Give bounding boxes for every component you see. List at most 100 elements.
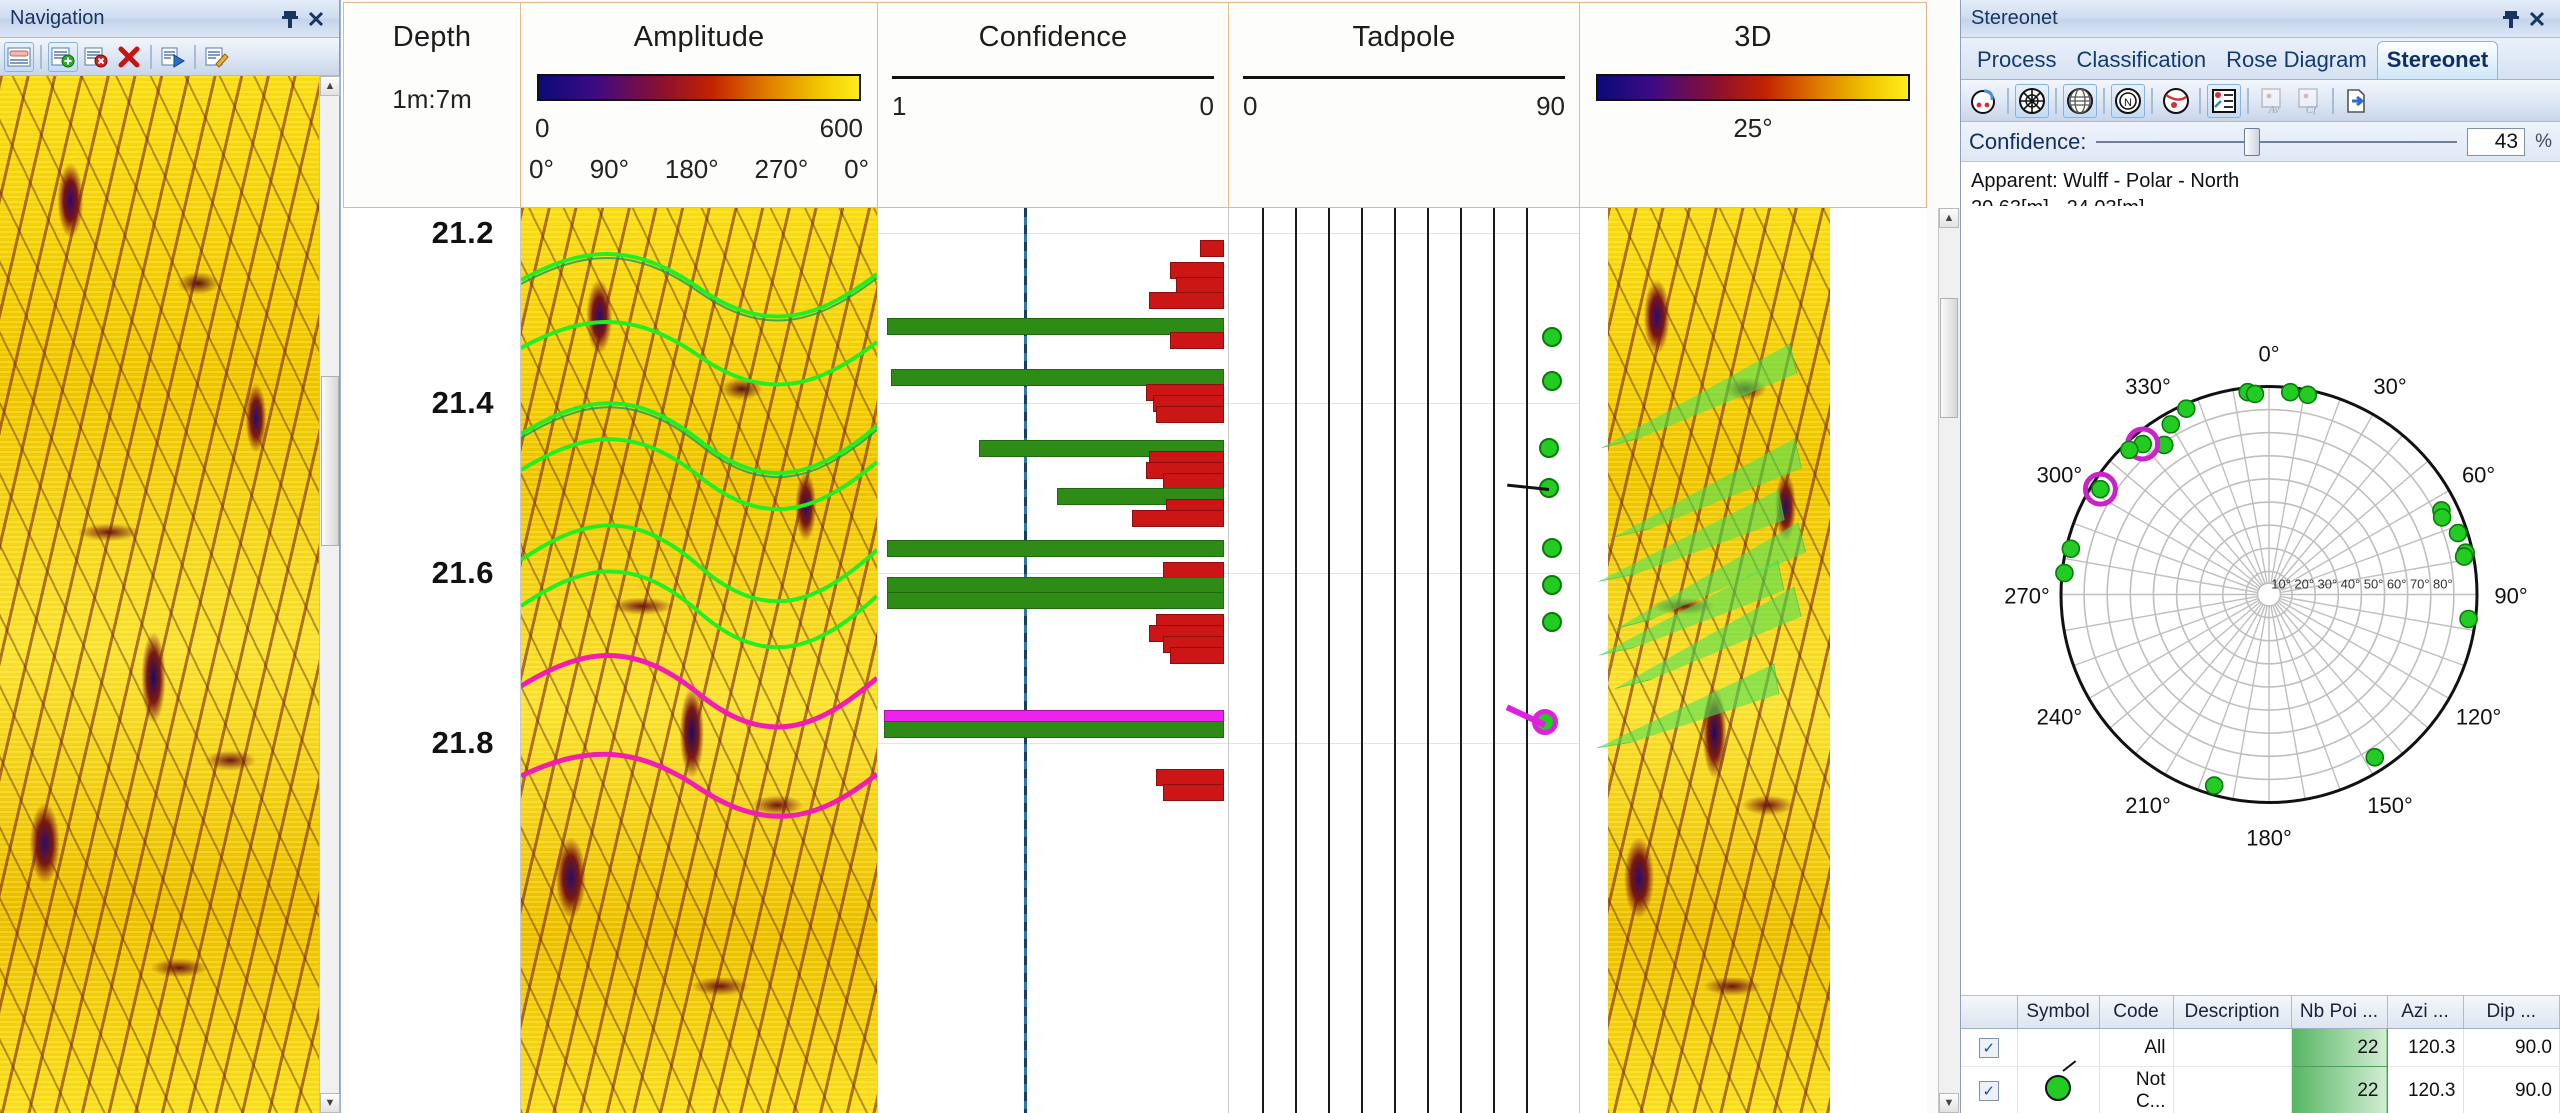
north-circle-icon[interactable]: N [2111,83,2145,118]
navigation-scrollbar[interactable]: ▲ ▼ [319,76,340,1113]
tadpole-point[interactable] [1542,537,1563,558]
stereonet-data-table[interactable]: Symbol Code Description Nb Poi ... Azi .… [1961,995,2560,1113]
stereonet-point-selected-ring[interactable] [2082,471,2118,507]
scroll-up-icon[interactable]: ▲ [320,76,340,96]
close-icon[interactable] [2524,6,2550,32]
threed-track[interactable] [1579,208,1927,1113]
stereonet-point[interactable] [2298,385,2318,405]
stereonet-point[interactable] [2120,440,2139,460]
tadpole-point[interactable] [1542,371,1563,392]
confidence-bar[interactable] [887,539,1224,557]
globe-net-icon[interactable] [2063,83,2097,118]
stereonet-point[interactable] [2432,508,2452,527]
track-header-confidence[interactable]: Confidence 1 0 [877,2,1229,208]
th-code[interactable]: Code [2099,996,2174,1029]
table-row[interactable]: ✓ All 22 120.3 90.0 [1961,1028,2560,1067]
log-scroll-thumb[interactable] [1940,298,1958,418]
stereonet-point[interactable] [2161,415,2181,434]
stereonet-ball-icon[interactable] [1967,84,2001,118]
navigation-scroll-thumb[interactable] [321,376,339,546]
stereonet-point[interactable] [2280,382,2300,402]
confidence-value-box[interactable]: 43 [2467,127,2526,156]
track-header-depth[interactable]: Depth 1m:7m [343,2,521,208]
delete-log-button[interactable] [81,42,111,72]
stereonet-point[interactable] [2055,563,2074,583]
confidence-slider[interactable] [2096,127,2458,157]
stereonet-point[interactable] [2459,609,2478,629]
stereonet-spoke [2279,597,2465,667]
confidence-bar[interactable] [1169,647,1224,665]
tadpole-max-label: 90 [1536,91,1565,121]
log-scroll-up-icon[interactable]: ▲ [1939,208,1959,228]
navigation-borehole-image[interactable] [0,76,320,1113]
stereonet-spoke [2232,605,2268,800]
amplitude-track[interactable] [520,208,878,1113]
tab-rose-diagram[interactable]: Rose Diagram [2226,47,2367,72]
scroll-down-icon[interactable]: ▼ [320,1093,340,1113]
table-row[interactable]: ✓ Not C... 22 120.3 90.0 [1961,1066,2560,1113]
th-description[interactable]: Description [2173,996,2292,1029]
stereonet-point[interactable] [2204,776,2224,795]
play-log-button[interactable] [158,42,188,72]
confidence-bar[interactable] [1200,239,1224,257]
density-ball-icon[interactable] [2159,84,2193,118]
th-symbol[interactable]: Symbol [2017,996,2100,1029]
close-icon[interactable] [303,6,329,32]
tadpole-point[interactable] [1538,437,1559,458]
red-x-icon[interactable] [114,42,144,72]
sinusoid-pick [521,252,877,319]
track-header-3d[interactable]: 3D 25° [1579,2,1927,208]
tadpole-track[interactable] [1228,208,1580,1113]
confidence-bar[interactable] [887,317,1224,335]
th-check[interactable] [1961,996,2018,1029]
row-checkbox[interactable]: ✓ [1978,1081,1999,1101]
confidence-bar[interactable] [1156,406,1224,424]
tadpole-point[interactable] [1542,611,1563,632]
confidence-bar[interactable] [1149,291,1224,309]
stereonet-point[interactable] [2176,399,2196,419]
stereonet-point-selected[interactable] [2091,479,2110,499]
confidence-cf-icon[interactable]: Cf [2292,84,2326,118]
track-header-amplitude[interactable]: Amplitude 0 600 0° 90° 180° 270° 0° [520,2,878,208]
slider-knob[interactable] [2243,127,2260,156]
add-log-button[interactable] [48,41,78,72]
th-dip[interactable]: Dip ... [2463,996,2560,1029]
pin-icon[interactable] [277,6,303,32]
legend-settings-icon[interactable] [2207,83,2241,118]
th-azimuth[interactable]: Azi ... [2387,996,2464,1029]
edit-log-button[interactable] [202,42,232,72]
confidence-bar[interactable] [887,591,1224,609]
stereonet-plot[interactable]: 0° 30° 60° 90° 120° 150° 180° 210° 240° 270° 300° 3… [1961,206,2560,995]
stereonet-svg[interactable]: 0° 30° 60° 90° 120° 150° 180° 210° 240° 270° 300° 3… [1961,206,2560,995]
schmidt-net-icon[interactable] [2015,83,2049,118]
stereonet-point[interactable] [2061,539,2081,559]
tab-process[interactable]: Process [1977,47,2057,72]
tab-classification[interactable]: Classification [2076,47,2207,72]
confidence-bar[interactable] [1132,510,1224,528]
confidence-bar[interactable] [1162,784,1224,802]
average-av-icon[interactable]: Av [2255,84,2289,118]
confidence-bar[interactable] [890,369,1224,387]
pin-icon[interactable] [2498,6,2524,32]
log-scrollbar[interactable]: ▲ ▼ [1938,208,1960,1113]
th-nb-points[interactable]: Nb Poi ... [2291,996,2388,1029]
tadpole-point[interactable] [1542,574,1563,595]
slider-rail [2096,140,2458,143]
tab-stereonet[interactable]: Stereonet [2376,41,2499,79]
depth-track[interactable]: 21.2 21.4 21.6 21.8 [343,208,521,1113]
confidence-bar[interactable] [884,721,1224,739]
stereonet-point[interactable] [2448,523,2468,543]
tadpole-point[interactable] [1542,326,1563,347]
track-header-tadpole[interactable]: Tadpole 0 90 [1228,2,1580,208]
stereonet-point[interactable] [2454,547,2474,566]
threed-core-cylinder[interactable] [1608,208,1830,1113]
log-scroll-down-icon[interactable]: ▼ [1939,1093,1959,1113]
confidence-bar[interactable] [1169,332,1224,350]
tadpole-gridline [1460,208,1462,1113]
stereonet-point[interactable] [2245,384,2265,404]
show-log-button[interactable] [4,41,34,72]
row-checkbox[interactable]: ✓ [1978,1037,1999,1058]
stereonet-point[interactable] [2365,748,2385,767]
export-arrow-icon[interactable] [2340,84,2374,118]
confidence-track[interactable] [877,208,1229,1113]
